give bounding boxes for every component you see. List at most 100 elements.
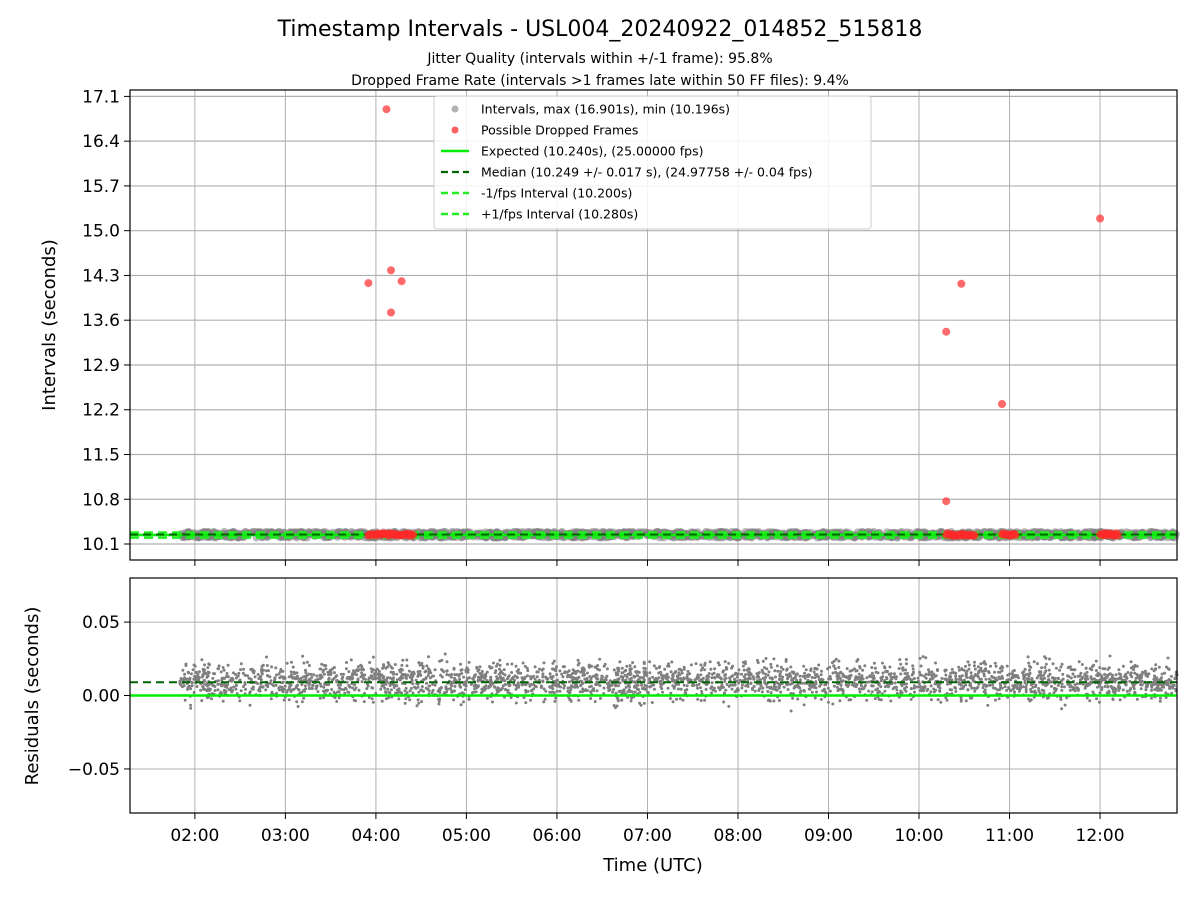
residual-point — [584, 689, 588, 693]
residual-point — [696, 673, 700, 677]
residual-point — [710, 676, 714, 680]
residual-point — [717, 686, 720, 690]
residual-point — [671, 672, 675, 676]
residual-point — [722, 691, 726, 695]
residual-point — [389, 688, 393, 692]
residual-point — [498, 663, 502, 667]
residual-point — [618, 689, 622, 693]
residual-point — [1167, 678, 1171, 681]
residual-point — [737, 668, 741, 672]
residual-point — [743, 660, 747, 664]
residual-point — [617, 669, 621, 673]
residual-point — [529, 682, 533, 686]
residuals-scatter — [178, 652, 1179, 713]
residual-point — [1126, 671, 1130, 674]
residual-point — [188, 676, 192, 680]
residual-point — [912, 670, 915, 674]
residual-point — [332, 666, 336, 669]
residual-point — [459, 662, 462, 666]
residual-point — [756, 658, 759, 662]
residual-point — [854, 683, 858, 686]
residual-point — [692, 683, 696, 687]
residual-point — [205, 689, 209, 693]
residual-point — [484, 684, 488, 688]
residual-point — [400, 663, 404, 667]
residual-point — [361, 674, 365, 678]
residual-point — [532, 687, 536, 691]
residual-point — [232, 685, 236, 689]
residual-point — [491, 700, 494, 704]
residual-point — [463, 680, 467, 684]
residual-point — [840, 688, 844, 692]
residual-point — [1135, 697, 1139, 701]
residual-point — [888, 665, 892, 669]
residual-point — [929, 690, 933, 694]
residual-point — [277, 672, 281, 676]
residual-point — [862, 686, 866, 690]
residual-point — [725, 682, 729, 686]
residual-point — [307, 687, 311, 690]
residual-point — [380, 699, 384, 703]
residual-point — [769, 691, 773, 695]
residual-point — [291, 665, 295, 669]
residual-point — [1091, 690, 1095, 694]
residual-point — [424, 677, 428, 680]
residual-point — [186, 687, 189, 691]
residual-point — [535, 670, 539, 674]
residual-point — [300, 683, 304, 687]
residual-point — [785, 668, 789, 672]
residual-point — [430, 691, 434, 695]
residual-point — [922, 674, 926, 678]
residual-point — [826, 681, 830, 685]
residual-point — [390, 666, 394, 670]
residual-point — [1107, 666, 1111, 670]
residual-point — [624, 685, 628, 689]
residual-point — [1079, 671, 1083, 675]
residual-point — [1062, 685, 1066, 689]
residual-point — [805, 674, 809, 678]
residual-point — [437, 697, 441, 701]
residual-point — [727, 661, 731, 665]
residual-point — [960, 674, 964, 678]
residual-point — [834, 657, 838, 661]
x-tick-label: 11:00 — [985, 826, 1034, 846]
residual-point — [270, 682, 274, 686]
residual-point — [562, 686, 566, 690]
residual-point — [760, 690, 764, 694]
residual-point — [616, 672, 620, 676]
residual-point — [498, 671, 502, 675]
residual-point — [620, 666, 624, 670]
residual-point — [1013, 690, 1016, 694]
intervals-y-tick-label: 13.6 — [82, 311, 120, 331]
residual-point — [626, 690, 630, 694]
residual-point — [1100, 674, 1104, 678]
residual-point — [304, 678, 308, 682]
residual-point — [1024, 690, 1028, 694]
residual-point — [831, 671, 835, 675]
residual-point — [197, 678, 201, 682]
residual-point — [907, 675, 911, 679]
residual-point — [972, 664, 976, 668]
residual-point — [246, 674, 249, 678]
residual-point — [509, 678, 513, 682]
residual-point — [494, 664, 498, 668]
residual-point — [189, 672, 193, 676]
residual-point — [200, 699, 204, 703]
residual-point — [936, 669, 939, 672]
residual-point — [1063, 703, 1067, 707]
residual-point — [381, 666, 384, 670]
residual-point — [396, 691, 400, 695]
residual-point — [533, 677, 537, 681]
legend-label: +1/fps Interval (10.280s) — [481, 207, 638, 222]
residual-point — [251, 687, 255, 691]
residual-point — [458, 685, 462, 688]
residual-point — [221, 676, 225, 680]
residual-point — [790, 677, 794, 681]
residual-point — [474, 673, 477, 677]
residual-point — [474, 690, 478, 694]
residual-point — [484, 672, 488, 676]
residual-point — [817, 675, 820, 679]
residual-point — [860, 676, 864, 679]
residual-point — [289, 683, 293, 687]
residual-point — [552, 691, 556, 695]
